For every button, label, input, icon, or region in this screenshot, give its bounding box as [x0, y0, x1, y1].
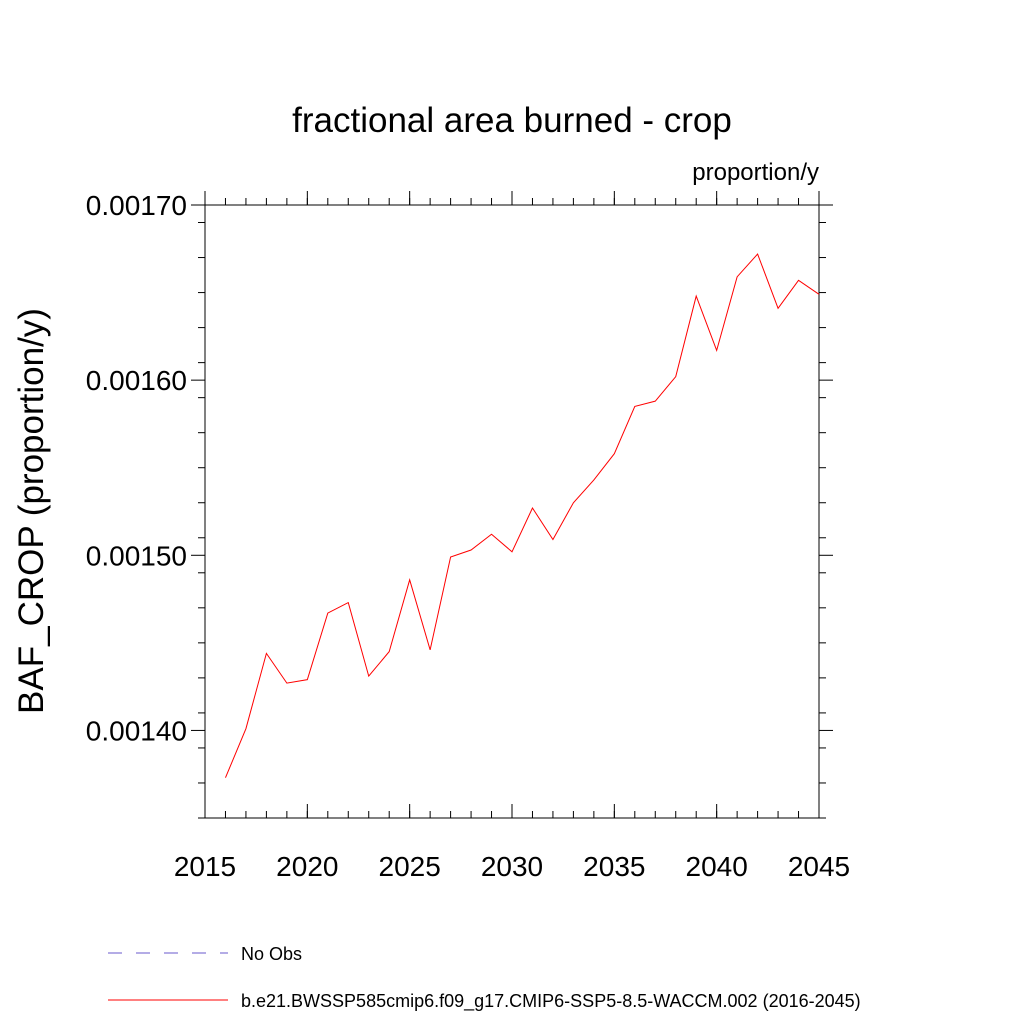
series-line-1 [225, 253, 820, 778]
legend-label: b.e21.BWSSP585cmip6.f09_g17.CMIP6-SSP5-8… [241, 991, 861, 1012]
x-tick-label: 2045 [788, 851, 850, 882]
y-tick-label: 0.00150 [86, 540, 187, 571]
x-tick-label: 2035 [583, 851, 645, 882]
x-axis: 2015 2020 2025 2030 2035 2040 2045 [174, 191, 850, 882]
x-tick-label: 2040 [686, 851, 748, 882]
x-tick-label: 2030 [481, 851, 543, 882]
y-tick-label: 0.00140 [86, 715, 187, 746]
y-axis: 0.00140 0.00150 0.00160 0.00170 [86, 190, 833, 819]
chart-title: fractional area burned - crop [292, 101, 732, 140]
legend-label: No Obs [241, 944, 302, 964]
plot-frame [204, 204, 820, 819]
y-tick-label: 0.00160 [86, 365, 187, 396]
legend: No Obs b.e21.BWSSP585cmip6.f09_g17.CMIP6-… [108, 944, 861, 1012]
x-tick-label: 2020 [276, 851, 338, 882]
units-label: proportion/y [692, 159, 819, 186]
y-axis-label: BAF_CROP (proportion/y) [12, 308, 51, 714]
y-tick-label: 0.00170 [86, 190, 187, 221]
x-tick-label: 2015 [174, 851, 236, 882]
series-layer [225, 253, 820, 778]
x-tick-label: 2025 [379, 851, 441, 882]
